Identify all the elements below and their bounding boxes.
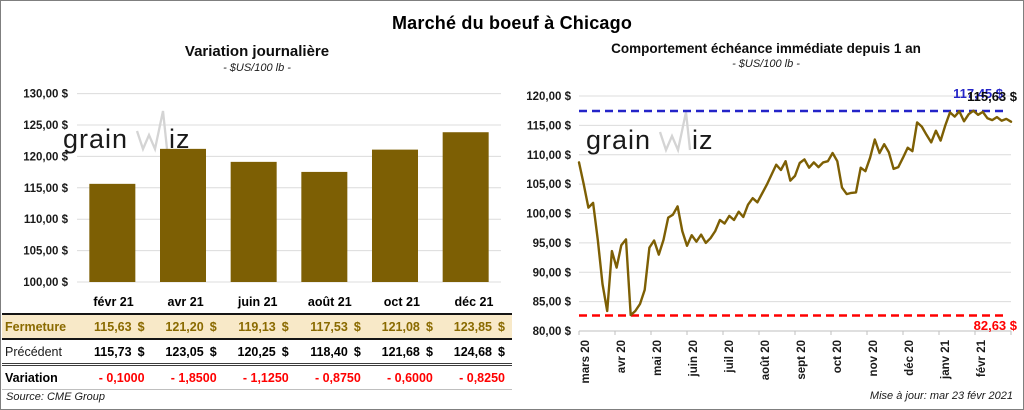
y-tick-label: 85,00 $	[533, 297, 572, 309]
source-note: Source: CME Group	[6, 391, 106, 403]
value-cell: 121,68 $	[367, 339, 440, 366]
month-header-cell: oct 21	[367, 290, 440, 315]
bar-févr 21	[89, 183, 136, 282]
table-row-fermeture: Fermeture 115,63 $121,20 $119,13 $117,53 $121…	[2, 314, 512, 340]
price-line-series	[577, 109, 1013, 317]
watermark-text: grain	[63, 124, 128, 154]
value-cell: 121,20 $	[151, 314, 224, 340]
x-tick-label: mai 20	[652, 340, 664, 376]
value-cell: 123,05 $	[151, 339, 224, 366]
value-cell: - 0,1000	[79, 364, 152, 390]
x-tick-label: mars 20	[580, 340, 592, 383]
bar-chart-subtitle: - $US/100 lb -	[223, 62, 291, 74]
y-tick-label: 125,00 $	[23, 120, 68, 132]
line-chart: 80,00 $ 85,00 $ 90,00 $ 95,00 $ 100,00 $ 105,…	[526, 91, 1013, 383]
y-tick-label: 105,00 $	[526, 179, 571, 191]
line-chart-subtitle: - $US/100 lb -	[732, 58, 800, 70]
bar-oct 21	[372, 149, 418, 282]
watermark-w-shape	[658, 111, 692, 154]
month-header-cell: févr 21	[79, 290, 152, 315]
value-cell: - 0,8750	[295, 364, 368, 390]
bar-août 21	[301, 171, 348, 282]
y-tick-label: 110,00 $	[24, 214, 69, 226]
bar-chart: 100,00 $ 105,00 $ 110,00 $ 115,00 $ 120,00 $…	[23, 89, 501, 289]
price-table: févr 21 avr 21 juin 21 août 21 oct 21 déc 21 F…	[2, 290, 512, 390]
bar-chart-title: Variation journalière	[184, 43, 330, 60]
table-corner-cell	[2, 290, 80, 315]
updated-note: Mise à jour: mar 23 févr 2021	[869, 390, 1013, 402]
value-cell: - 0,6000	[367, 364, 440, 390]
x-tick-label: févr 21	[976, 339, 988, 377]
y-tick-label: 80,00 $	[533, 326, 572, 338]
min-line-label: 82,63 $	[973, 318, 1017, 333]
grainwiz-watermark: grain iz	[63, 110, 191, 154]
bar-juin 21	[230, 161, 277, 282]
x-tick-label: juil 20	[724, 340, 736, 374]
line-chart-title: Comportement échéance immédiate depuis 1…	[611, 41, 921, 56]
month-header-cell: déc 21	[439, 290, 512, 315]
bar-déc 21	[442, 132, 489, 282]
value-cell: 124,68 $	[439, 339, 512, 366]
value-cell: 118,40 $	[295, 339, 368, 366]
x-tick-label: sept 20	[796, 340, 808, 380]
last-price-label: 115,63 $	[967, 89, 1017, 104]
month-header-cell: avr 21	[151, 290, 224, 315]
watermark-text: iz	[692, 125, 714, 155]
watermark-w-shape	[135, 110, 169, 153]
y-tick-label: 90,00 $	[533, 267, 572, 279]
y-tick-label: 120,00 $	[23, 151, 68, 163]
x-tick-label: août 20	[760, 340, 772, 380]
x-tick-label: nov 20	[868, 340, 880, 376]
value-cell: 115,63 $	[79, 314, 152, 340]
value-cell: - 1,8500	[151, 364, 224, 390]
grainwiz-watermark: grain iz	[586, 111, 714, 155]
y-tick-label: 115,00 $	[527, 120, 572, 132]
row-label: Variation	[2, 364, 80, 390]
value-cell: - 1,1250	[223, 364, 296, 390]
line-chart-header: Comportement échéance immédiate depuis 1…	[513, 41, 1019, 70]
x-tick-label: avr 20	[616, 340, 628, 373]
y-tick-label: 100,00 $	[526, 209, 571, 221]
y-tick-label: 120,00 $	[526, 91, 571, 103]
row-label: Précédent	[2, 339, 80, 366]
y-tick-label: 115,00 $	[24, 183, 69, 195]
value-cell: 117,53 $	[295, 314, 368, 340]
bar-chart-header: Variation journalière - $US/100 lb -	[1, 43, 513, 74]
table-row-variation: Variation - 0,1000- 1,8500- 1,1250- 0,875…	[2, 364, 512, 390]
page-title: Marché du boeuf à Chicago	[391, 13, 633, 33]
y-tick-label: 105,00 $	[23, 246, 68, 258]
watermark-text: grain	[586, 125, 651, 155]
month-header-cell: juin 21	[223, 290, 296, 315]
x-tick-label: déc 20	[904, 340, 916, 376]
y-tick-label: 130,00 $	[23, 89, 68, 101]
value-cell: 119,13 $	[223, 314, 296, 340]
x-tick-label: janv 21	[940, 339, 952, 380]
value-cell: 115,73 $	[79, 339, 152, 366]
y-tick-label: 95,00 $	[533, 238, 572, 250]
bar-avr 21	[160, 148, 206, 282]
value-cell: 121,08 $	[367, 314, 440, 340]
y-tick-label: 110,00 $	[527, 150, 572, 162]
max-line-label: 117,45 $	[953, 86, 1003, 101]
table-row-precedent: Précédent 115,73 $123,05 $120,25 $118,40 $121…	[2, 339, 512, 366]
row-label: Fermeture	[2, 314, 80, 340]
value-cell: 123,85 $	[439, 314, 512, 340]
value-cell: 120,25 $	[223, 339, 296, 366]
y-tick-label: 100,00 $	[23, 277, 68, 289]
x-tick-label: oct 20	[832, 340, 844, 373]
month-header-cell: août 21	[295, 290, 368, 315]
table-header-row: févr 21 avr 21 juin 21 août 21 oct 21 déc 21	[2, 290, 512, 315]
x-tick-label: juin 20	[688, 340, 700, 377]
value-cell: - 0,8250	[439, 364, 512, 390]
watermark-text: iz	[169, 124, 191, 154]
